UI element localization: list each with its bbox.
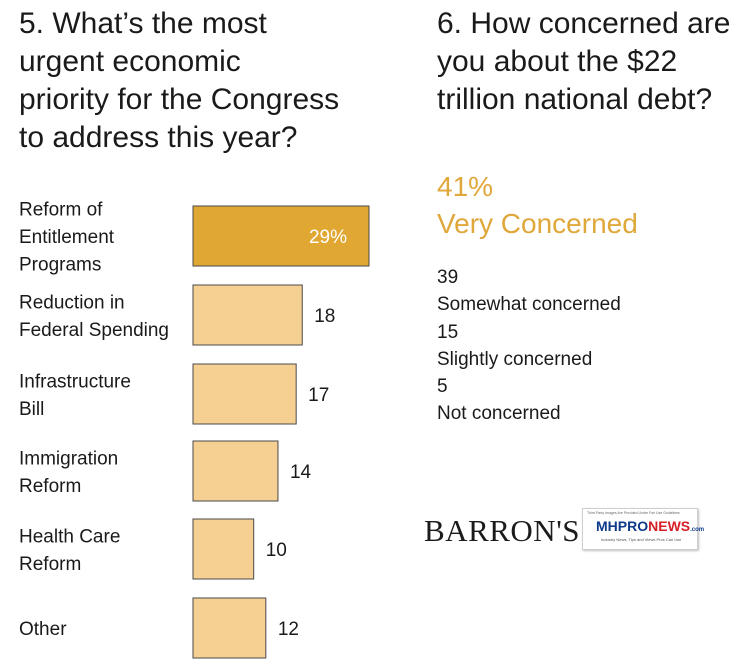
bar-value-label: 12 bbox=[278, 619, 299, 640]
response-value: 5 bbox=[437, 376, 448, 398]
response-label: Not concerned bbox=[437, 403, 561, 425]
response-value: 15 bbox=[437, 321, 459, 343]
response-label: Somewhat concerned bbox=[437, 294, 621, 316]
bar-value-label: 14 bbox=[290, 462, 312, 483]
category-label: Infrastructure Bill bbox=[19, 371, 131, 420]
bar bbox=[192, 440, 279, 502]
mhpronews-wordmark: MHPRONEWS.com bbox=[596, 518, 705, 534]
barrons-logo: BARRON'S bbox=[424, 513, 581, 548]
category-label: Immigration Reform bbox=[19, 448, 118, 497]
q6-title: 6. How concerned are you about the $22 t… bbox=[437, 7, 731, 116]
priority-bar-chart: 29% Reform of Entitlement Programs 18 Reducti… bbox=[19, 200, 370, 659]
bar bbox=[192, 518, 255, 580]
response-value: 39 bbox=[437, 267, 459, 288]
response-label: Slightly concerned bbox=[437, 348, 593, 370]
headline-percent: 41% bbox=[437, 171, 494, 202]
bar bbox=[192, 597, 267, 659]
bar-value-label: 17 bbox=[308, 385, 329, 406]
mhpronews-tagline: Industry News, Tips and Views Pros Can U… bbox=[601, 537, 682, 542]
bar bbox=[192, 363, 297, 425]
category-label: Other bbox=[19, 619, 67, 640]
bar-value-label: 29% bbox=[309, 227, 347, 248]
headline-label: Very Concerned bbox=[437, 208, 638, 239]
response-list: 39 Somewhat concerned 15 Slightly concer… bbox=[437, 264, 621, 428]
category-label: Reduction in Federal Spending bbox=[19, 292, 169, 341]
mhpronews-fair-use-note: Third Party Images Are Provided Under Fa… bbox=[587, 511, 680, 515]
mhpronews-logo: Third Party Images Are Provided Under Fa… bbox=[582, 508, 704, 550]
category-label: Reform of Entitlement Programs bbox=[19, 200, 115, 276]
bar-value-label: 10 bbox=[266, 540, 287, 561]
bar bbox=[192, 284, 303, 346]
q5-title: 5. What’s the most urgent economic prior… bbox=[19, 7, 340, 154]
bar-value-label: 18 bbox=[314, 306, 335, 327]
bar bbox=[192, 205, 370, 267]
category-label: Health Care Reform bbox=[19, 526, 120, 575]
